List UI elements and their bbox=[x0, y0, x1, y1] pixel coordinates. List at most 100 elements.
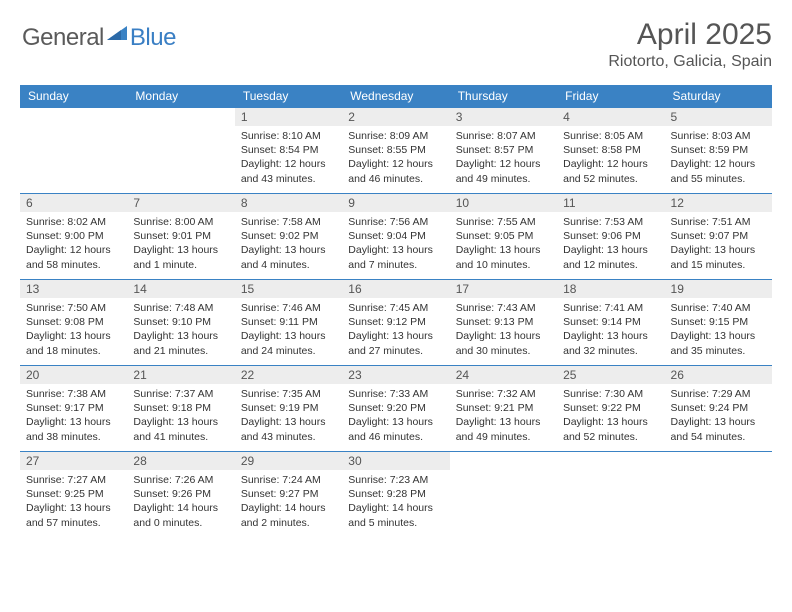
sunset-text: Sunset: 9:02 PM bbox=[241, 229, 336, 243]
week-row: 1Sunrise: 8:10 AMSunset: 8:54 PMDaylight… bbox=[20, 108, 772, 194]
sunset-text: Sunset: 8:57 PM bbox=[456, 143, 551, 157]
calendar-page: General Blue April 2025 Riotorto, Galici… bbox=[0, 0, 792, 548]
day-details: Sunrise: 8:07 AMSunset: 8:57 PMDaylight:… bbox=[450, 126, 557, 190]
day-details: Sunrise: 7:45 AMSunset: 9:12 PMDaylight:… bbox=[342, 298, 449, 362]
day-cell bbox=[20, 108, 127, 194]
day-number: 14 bbox=[127, 280, 234, 298]
sunrise-text: Sunrise: 8:05 AM bbox=[563, 129, 658, 143]
day-cell: 20Sunrise: 7:38 AMSunset: 9:17 PMDayligh… bbox=[20, 366, 127, 452]
day-details: Sunrise: 8:09 AMSunset: 8:55 PMDaylight:… bbox=[342, 126, 449, 190]
day-number: 23 bbox=[342, 366, 449, 384]
dow-header: Wednesday bbox=[342, 85, 449, 108]
sunrise-text: Sunrise: 8:03 AM bbox=[671, 129, 766, 143]
daylight-text: Daylight: 14 hours and 2 minutes. bbox=[241, 501, 336, 529]
daylight-text: Daylight: 13 hours and 24 minutes. bbox=[241, 329, 336, 357]
day-details: Sunrise: 8:10 AMSunset: 8:54 PMDaylight:… bbox=[235, 126, 342, 190]
day-number: 17 bbox=[450, 280, 557, 298]
day-cell: 27Sunrise: 7:27 AMSunset: 9:25 PMDayligh… bbox=[20, 452, 127, 538]
daylight-text: Daylight: 14 hours and 0 minutes. bbox=[133, 501, 228, 529]
day-details: Sunrise: 7:51 AMSunset: 9:07 PMDaylight:… bbox=[665, 212, 772, 276]
daylight-text: Daylight: 13 hours and 18 minutes. bbox=[26, 329, 121, 357]
sunset-text: Sunset: 8:58 PM bbox=[563, 143, 658, 157]
day-cell bbox=[557, 452, 664, 538]
dow-header: Saturday bbox=[665, 85, 772, 108]
daylight-text: Daylight: 13 hours and 7 minutes. bbox=[348, 243, 443, 271]
day-number: 15 bbox=[235, 280, 342, 298]
week-row: 13Sunrise: 7:50 AMSunset: 9:08 PMDayligh… bbox=[20, 280, 772, 366]
day-cell: 22Sunrise: 7:35 AMSunset: 9:19 PMDayligh… bbox=[235, 366, 342, 452]
day-number: 8 bbox=[235, 194, 342, 212]
day-details: Sunrise: 7:56 AMSunset: 9:04 PMDaylight:… bbox=[342, 212, 449, 276]
sunrise-text: Sunrise: 7:41 AM bbox=[563, 301, 658, 315]
day-number: 24 bbox=[450, 366, 557, 384]
daylight-text: Daylight: 14 hours and 5 minutes. bbox=[348, 501, 443, 529]
sunrise-text: Sunrise: 7:48 AM bbox=[133, 301, 228, 315]
day-number: 26 bbox=[665, 366, 772, 384]
day-details: Sunrise: 7:38 AMSunset: 9:17 PMDaylight:… bbox=[20, 384, 127, 448]
day-details: Sunrise: 7:29 AMSunset: 9:24 PMDaylight:… bbox=[665, 384, 772, 448]
day-cell: 15Sunrise: 7:46 AMSunset: 9:11 PMDayligh… bbox=[235, 280, 342, 366]
sunrise-text: Sunrise: 8:09 AM bbox=[348, 129, 443, 143]
day-cell: 7Sunrise: 8:00 AMSunset: 9:01 PMDaylight… bbox=[127, 194, 234, 280]
day-cell: 2Sunrise: 8:09 AMSunset: 8:55 PMDaylight… bbox=[342, 108, 449, 194]
day-cell: 26Sunrise: 7:29 AMSunset: 9:24 PMDayligh… bbox=[665, 366, 772, 452]
sunrise-text: Sunrise: 7:53 AM bbox=[563, 215, 658, 229]
day-number: 2 bbox=[342, 108, 449, 126]
daylight-text: Daylight: 13 hours and 54 minutes. bbox=[671, 415, 766, 443]
day-details: Sunrise: 7:26 AMSunset: 9:26 PMDaylight:… bbox=[127, 470, 234, 534]
day-number: 25 bbox=[557, 366, 664, 384]
day-details: Sunrise: 7:24 AMSunset: 9:27 PMDaylight:… bbox=[235, 470, 342, 534]
daylight-text: Daylight: 12 hours and 43 minutes. bbox=[241, 157, 336, 185]
day-number: 6 bbox=[20, 194, 127, 212]
daylight-text: Daylight: 13 hours and 21 minutes. bbox=[133, 329, 228, 357]
day-number: 4 bbox=[557, 108, 664, 126]
day-cell: 13Sunrise: 7:50 AMSunset: 9:08 PMDayligh… bbox=[20, 280, 127, 366]
day-details: Sunrise: 7:30 AMSunset: 9:22 PMDaylight:… bbox=[557, 384, 664, 448]
week-row: 6Sunrise: 8:02 AMSunset: 9:00 PMDaylight… bbox=[20, 194, 772, 280]
day-cell: 1Sunrise: 8:10 AMSunset: 8:54 PMDaylight… bbox=[235, 108, 342, 194]
sunset-text: Sunset: 9:15 PM bbox=[671, 315, 766, 329]
day-details: Sunrise: 7:32 AMSunset: 9:21 PMDaylight:… bbox=[450, 384, 557, 448]
day-cell: 10Sunrise: 7:55 AMSunset: 9:05 PMDayligh… bbox=[450, 194, 557, 280]
sunset-text: Sunset: 9:05 PM bbox=[456, 229, 551, 243]
brand-logo: General Blue bbox=[20, 18, 176, 52]
sunrise-text: Sunrise: 7:35 AM bbox=[241, 387, 336, 401]
daylight-text: Daylight: 12 hours and 46 minutes. bbox=[348, 157, 443, 185]
day-details: Sunrise: 7:43 AMSunset: 9:13 PMDaylight:… bbox=[450, 298, 557, 362]
brand-name-part2: Blue bbox=[130, 24, 176, 52]
sunset-text: Sunset: 9:18 PM bbox=[133, 401, 228, 415]
day-number: 7 bbox=[127, 194, 234, 212]
sunset-text: Sunset: 9:04 PM bbox=[348, 229, 443, 243]
daylight-text: Daylight: 13 hours and 46 minutes. bbox=[348, 415, 443, 443]
daylight-text: Daylight: 12 hours and 52 minutes. bbox=[563, 157, 658, 185]
day-number: 3 bbox=[450, 108, 557, 126]
day-cell: 12Sunrise: 7:51 AMSunset: 9:07 PMDayligh… bbox=[665, 194, 772, 280]
sunset-text: Sunset: 9:11 PM bbox=[241, 315, 336, 329]
sunset-text: Sunset: 9:17 PM bbox=[26, 401, 121, 415]
day-of-week-row: Sunday Monday Tuesday Wednesday Thursday… bbox=[20, 85, 772, 108]
week-row: 20Sunrise: 7:38 AMSunset: 9:17 PMDayligh… bbox=[20, 366, 772, 452]
sunrise-text: Sunrise: 7:50 AM bbox=[26, 301, 121, 315]
sunset-text: Sunset: 9:24 PM bbox=[671, 401, 766, 415]
daylight-text: Daylight: 13 hours and 57 minutes. bbox=[26, 501, 121, 529]
sunrise-text: Sunrise: 7:51 AM bbox=[671, 215, 766, 229]
sunrise-text: Sunrise: 7:23 AM bbox=[348, 473, 443, 487]
sunset-text: Sunset: 9:08 PM bbox=[26, 315, 121, 329]
sunset-text: Sunset: 9:00 PM bbox=[26, 229, 121, 243]
daylight-text: Daylight: 13 hours and 1 minute. bbox=[133, 243, 228, 271]
day-cell: 4Sunrise: 8:05 AMSunset: 8:58 PMDaylight… bbox=[557, 108, 664, 194]
daylight-text: Daylight: 13 hours and 27 minutes. bbox=[348, 329, 443, 357]
day-cell: 18Sunrise: 7:41 AMSunset: 9:14 PMDayligh… bbox=[557, 280, 664, 366]
sunrise-text: Sunrise: 7:29 AM bbox=[671, 387, 766, 401]
day-details: Sunrise: 8:02 AMSunset: 9:00 PMDaylight:… bbox=[20, 212, 127, 276]
sunrise-text: Sunrise: 7:37 AM bbox=[133, 387, 228, 401]
day-cell bbox=[665, 452, 772, 538]
day-details: Sunrise: 8:05 AMSunset: 8:58 PMDaylight:… bbox=[557, 126, 664, 190]
sunset-text: Sunset: 9:06 PM bbox=[563, 229, 658, 243]
daylight-text: Daylight: 13 hours and 43 minutes. bbox=[241, 415, 336, 443]
day-details: Sunrise: 7:50 AMSunset: 9:08 PMDaylight:… bbox=[20, 298, 127, 362]
sunrise-text: Sunrise: 8:10 AM bbox=[241, 129, 336, 143]
daylight-text: Daylight: 13 hours and 38 minutes. bbox=[26, 415, 121, 443]
sunrise-text: Sunrise: 7:45 AM bbox=[348, 301, 443, 315]
sunrise-text: Sunrise: 7:55 AM bbox=[456, 215, 551, 229]
